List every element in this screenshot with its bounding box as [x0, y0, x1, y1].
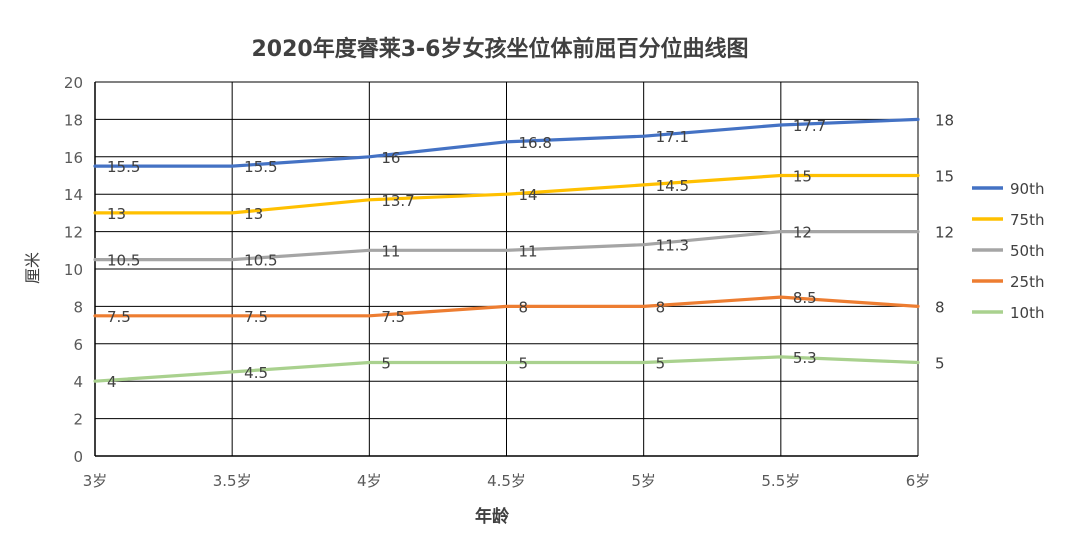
data-label-25th: 7.5 [244, 308, 268, 326]
x-tick-label: 6岁 [906, 472, 931, 490]
legend-label-90th: 90th [1010, 180, 1044, 198]
data-label-10th: 5 [656, 355, 666, 373]
y-tick-label: 14 [64, 186, 83, 204]
y-tick-label: 2 [73, 411, 83, 429]
data-label-10th: 5.3 [793, 349, 817, 367]
y-tick-label: 12 [64, 224, 83, 242]
data-label-75th: 13.7 [381, 192, 414, 210]
y-tick-label: 4 [73, 373, 83, 391]
data-label-75th: 13 [244, 205, 263, 223]
series-line-10th [93, 355, 920, 383]
data-label-90th: 16.8 [519, 134, 552, 152]
end-label-50th: 12 [935, 224, 954, 242]
end-label-75th: 15 [935, 168, 954, 186]
data-label-25th: 8.5 [793, 289, 817, 307]
axes: 0 2 4 6 8 10 12 14 16 18 20 3岁 3.5岁 4岁 4.5岁 5岁 5.5岁 6岁 [64, 74, 930, 490]
data-label-75th: 15 [793, 168, 812, 186]
data-label-50th: 11 [381, 242, 400, 260]
data-label-25th: 8 [519, 298, 529, 316]
chart-title: 2020年度睿莱3-6岁女孩坐位体前屈百分位曲线图 [252, 36, 749, 62]
data-label-90th: 17.7 [793, 117, 826, 135]
y-tick-label: 20 [64, 74, 83, 92]
data-label-50th: 12 [793, 224, 812, 242]
series-line-50th [93, 230, 920, 262]
data-label-75th: 14.5 [656, 177, 689, 195]
legend-label-10th: 10th [1010, 304, 1044, 322]
legend-label-25th: 25th [1010, 273, 1044, 291]
y-tick-label: 6 [73, 336, 83, 354]
x-tick-label: 3岁 [83, 472, 108, 490]
series-lines [93, 117, 920, 383]
legend-label-75th: 75th [1010, 211, 1044, 229]
series-line-25th [93, 295, 920, 318]
y-tick-label: 18 [64, 111, 83, 129]
data-label-10th: 4.5 [244, 364, 268, 382]
y-axis-title: 厘米 [23, 252, 42, 284]
end-label-90th: 18 [935, 111, 954, 129]
data-label-90th: 16 [381, 149, 400, 167]
end-label-25th: 8 [935, 298, 945, 316]
data-label-90th: 15.5 [244, 158, 277, 176]
data-label-90th: 17.1 [656, 128, 689, 146]
data-label-25th: 7.5 [381, 308, 405, 326]
data-label-50th: 10.5 [107, 252, 140, 270]
data-label-25th: 8 [656, 298, 666, 316]
y-tick-label: 8 [73, 298, 83, 316]
data-label-75th: 13 [107, 205, 126, 223]
x-tick-label: 5岁 [631, 472, 656, 490]
end-label-10th: 5 [935, 355, 945, 373]
grid [94, 81, 919, 457]
data-label-10th: 5 [381, 355, 391, 373]
x-axis-title: 年龄 [475, 506, 510, 527]
x-tick-label: 5.5岁 [761, 472, 800, 490]
data-label-50th: 10.5 [244, 252, 277, 270]
data-label-10th: 4 [107, 373, 117, 391]
data-labels: 15.5 15.5 16 16.8 17.1 17.7 18 13 13 13.7 14 14.5 15… [107, 111, 954, 391]
legend: 90th 75th 50th 25th 10th [972, 180, 1044, 322]
data-label-90th: 15.5 [107, 158, 140, 176]
data-label-50th: 11.3 [656, 237, 689, 255]
series-line-90th [93, 117, 920, 168]
data-label-50th: 11 [519, 242, 538, 260]
x-tick-label: 3.5岁 [213, 472, 252, 490]
y-tick-label: 16 [64, 149, 83, 167]
x-tick-label: 4.5岁 [487, 472, 526, 490]
legend-label-50th: 50th [1010, 242, 1044, 260]
data-label-75th: 14 [519, 186, 538, 204]
data-label-25th: 7.5 [107, 308, 131, 326]
data-label-10th: 5 [519, 355, 529, 373]
series-line-75th [93, 173, 920, 215]
y-tick-label: 0 [73, 448, 83, 466]
x-tick-label: 4岁 [357, 472, 382, 490]
y-tick-label: 10 [64, 261, 83, 279]
